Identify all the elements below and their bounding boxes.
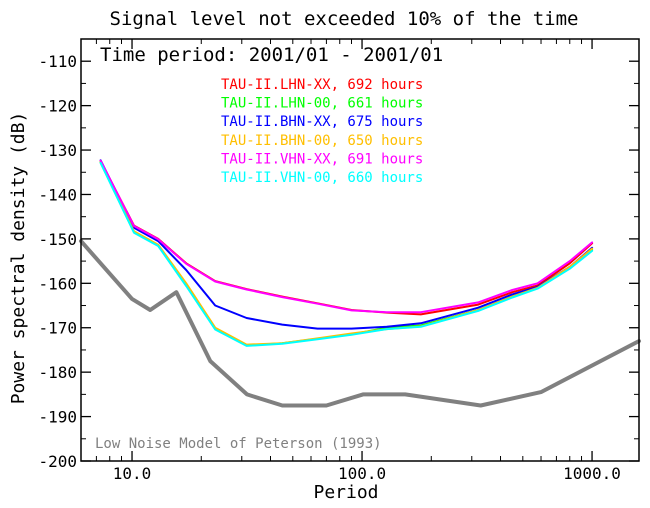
y-tick-label: -130 xyxy=(38,141,77,160)
y-tick-label: -200 xyxy=(38,452,77,471)
legend-entry-0: TAU-II.LHN-XX, 692 hours xyxy=(221,77,423,93)
y-tick-label: -110 xyxy=(38,52,77,71)
legend-entry-2: TAU-II.BHN-XX, 675 hours xyxy=(221,114,423,130)
y-tick-label: -160 xyxy=(38,274,77,293)
y-tick-label: -170 xyxy=(38,319,77,338)
plot-frame xyxy=(80,38,640,462)
legend-entry-3: TAU-II.BHN-00, 650 hours xyxy=(221,133,423,149)
y-tick-label: -180 xyxy=(38,363,77,382)
y-tick-label: -120 xyxy=(38,97,77,116)
chart-ylabel: Power spectral density (dB) xyxy=(8,112,29,405)
y-tick-label: -190 xyxy=(38,408,77,427)
x-tick-label: 100.0 xyxy=(338,464,386,483)
y-tick-label: -140 xyxy=(38,185,77,204)
y-tick-label: -150 xyxy=(38,230,77,249)
series-line-5 xyxy=(99,161,594,347)
x-tick-label: 10.0 xyxy=(113,464,152,483)
legend-entry-5: TAU-II.VHN-00, 660 hours xyxy=(221,170,423,186)
series-line-2 xyxy=(99,159,594,330)
chart-xlabel: Period xyxy=(313,482,378,503)
series-line-6 xyxy=(79,239,641,408)
legend-entry-1: TAU-II.LHN-00, 661 hours xyxy=(221,96,423,112)
series-line-4 xyxy=(99,159,594,314)
legend-entry-model: Low Noise Model of Peterson (1993) xyxy=(95,436,382,452)
plot-area: -110 -120 -130 -140 -150 -160 -170 -180 -190 -200… xyxy=(38,38,641,483)
legend-entry-4: TAU-II.VHN-XX, 691 hours xyxy=(221,151,423,167)
x-tick-label: 1000.0 xyxy=(563,464,621,483)
chart-title: Signal level not exceeded 10% of the tim… xyxy=(110,8,579,30)
chart-subtitle: Time period: 2001/01 - 2001/01 xyxy=(100,44,443,66)
